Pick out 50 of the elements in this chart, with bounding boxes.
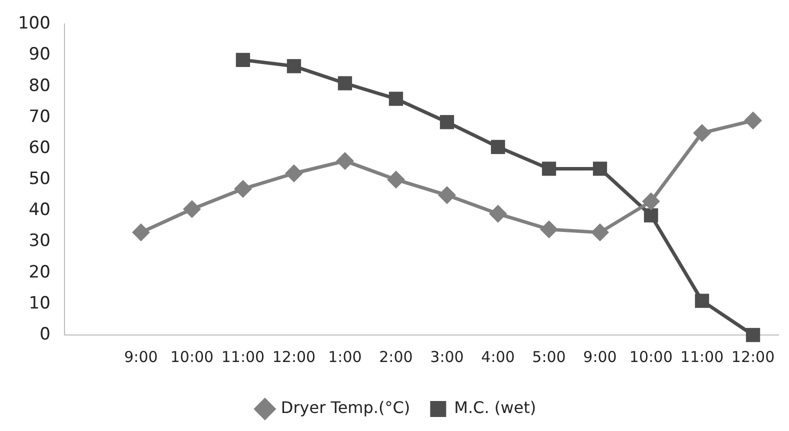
point bbox=[746, 328, 760, 342]
point bbox=[132, 223, 150, 242]
point bbox=[440, 115, 454, 130]
point bbox=[182, 200, 201, 218]
y-tick-label: 100 bbox=[18, 14, 50, 34]
point bbox=[388, 92, 404, 106]
y-tick-label: 0 bbox=[40, 324, 50, 344]
legend-label: M.C. (wet) bbox=[454, 398, 536, 418]
y-tick-label: 30 bbox=[28, 231, 50, 252]
point bbox=[592, 162, 608, 176]
point bbox=[694, 294, 710, 308]
point bbox=[490, 140, 506, 154]
point bbox=[284, 164, 303, 182]
y-tick-label: 40 bbox=[28, 200, 50, 220]
x-tick-label: 9:00 bbox=[583, 348, 617, 366]
x-tick-label: 12:00 bbox=[731, 348, 775, 366]
x-tick-label: 4:00 bbox=[481, 348, 515, 366]
point bbox=[744, 112, 762, 130]
x-tick-label: 1:00 bbox=[328, 348, 362, 366]
point bbox=[542, 162, 556, 176]
point bbox=[642, 192, 660, 210]
x-tick-label: 12:00 bbox=[272, 348, 316, 366]
x-tick-label: 11:00 bbox=[680, 348, 724, 366]
y-tick-label: 70 bbox=[28, 106, 50, 127]
x-tick-label: 11:00 bbox=[221, 348, 265, 366]
point bbox=[338, 76, 352, 90]
y-tick-label: 80 bbox=[28, 76, 50, 96]
x-tick-label: 3:00 bbox=[430, 348, 464, 366]
point bbox=[489, 204, 507, 223]
point bbox=[591, 223, 610, 242]
y-tick-label: 10 bbox=[28, 293, 50, 314]
point bbox=[438, 186, 456, 204]
y-tick-label: 90 bbox=[28, 44, 50, 65]
y-tick-label: 50 bbox=[28, 169, 50, 190]
point bbox=[234, 180, 252, 198]
x-tick-label: 10:00 bbox=[170, 348, 214, 366]
x-tick-label: 2:00 bbox=[379, 348, 413, 366]
y-tick-label: 20 bbox=[28, 262, 50, 282]
point bbox=[236, 52, 250, 68]
x-tick-label: 9:00 bbox=[124, 348, 158, 366]
legend-label: Dryer Temp.(°C) bbox=[280, 398, 410, 418]
point bbox=[693, 124, 712, 142]
point bbox=[540, 220, 558, 238]
x-tick-label: 5:00 bbox=[532, 348, 566, 366]
point bbox=[644, 208, 658, 222]
point bbox=[386, 170, 405, 189]
point bbox=[286, 59, 302, 74]
y-tick-label: 60 bbox=[28, 138, 50, 158]
point bbox=[336, 152, 354, 170]
x-tick-label: 10:00 bbox=[629, 348, 673, 366]
